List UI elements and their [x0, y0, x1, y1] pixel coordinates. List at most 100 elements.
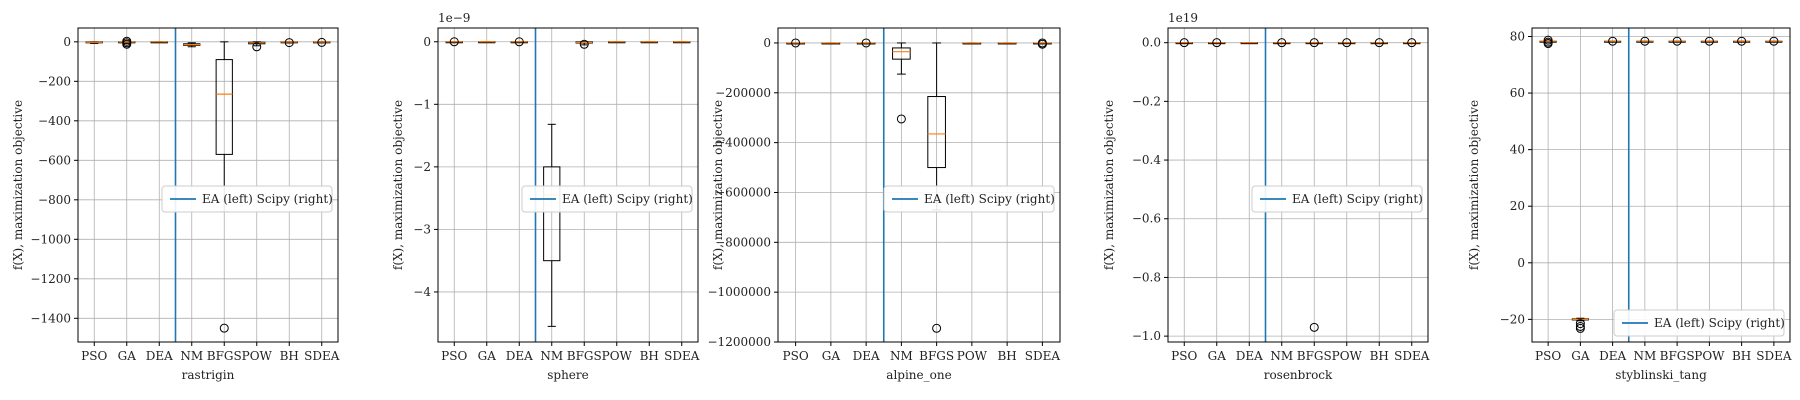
x-tick-label: NM — [890, 349, 913, 363]
x-tick-label: BH — [1732, 349, 1751, 363]
y-tick-label: 60 — [1510, 86, 1525, 100]
box-sdea — [1765, 36, 1783, 46]
y-tick-label: 0 — [423, 35, 431, 49]
outlier-point — [449, 37, 459, 47]
box-dea — [856, 38, 876, 48]
x-tick-label: GA — [118, 349, 137, 363]
y-tick-label: −800 — [38, 193, 71, 207]
y-tick-label: −400000 — [715, 136, 771, 150]
x-tick-label: SDEA — [1025, 349, 1061, 363]
box-bh — [1370, 38, 1388, 48]
box-dea — [1240, 42, 1258, 45]
outlier-point — [861, 38, 871, 48]
y-tick-label: −3 — [413, 222, 431, 236]
box-pso — [445, 37, 463, 47]
outlier-point — [1037, 39, 1047, 49]
x-tick-label: NM — [180, 349, 203, 363]
box-ga — [1208, 38, 1226, 48]
y-tick-label: 80 — [1510, 29, 1525, 43]
x-tick-label: POW — [242, 349, 273, 363]
y-axis-label: f(X), maximization objective — [1102, 100, 1116, 270]
y-tick-label: 20 — [1510, 199, 1525, 213]
x-tick-label: DEA — [1236, 349, 1263, 363]
x-axis-label: sphere — [547, 368, 589, 382]
y-tick-label: 0.0 — [1142, 36, 1161, 50]
box-nm — [1273, 38, 1291, 48]
x-tick-label: PSO — [1171, 349, 1197, 363]
y-tick-label: 0 — [63, 35, 71, 49]
x-tick-label: POW — [957, 349, 988, 363]
legend-box — [883, 185, 1055, 213]
y-tick-label: −200 — [38, 74, 71, 88]
box-bfgs — [1668, 36, 1686, 46]
x-tick-label: NM — [1270, 349, 1293, 363]
box-pso — [1539, 35, 1557, 49]
legend-box — [521, 185, 693, 213]
outlier-point — [1407, 38, 1417, 48]
y-tick-label: −1.0 — [1132, 329, 1161, 343]
outlier-point — [1640, 36, 1650, 46]
axis-offset-label: 1e−9 — [438, 11, 470, 25]
outlier-point — [896, 114, 906, 124]
x-axis-label: alpine_one — [886, 368, 951, 382]
outlier-point — [252, 42, 262, 52]
box-ga — [821, 42, 841, 45]
legend: EA (left) Scipy (right) — [1613, 309, 1785, 337]
y-tick-label: −1200 — [30, 272, 71, 286]
box-pow — [608, 41, 626, 44]
chart-panel-alpine-one: 0 −200000 −400000 −600000 −800000 −1000000 −12… — [708, 27, 1061, 382]
outlier-point — [1374, 38, 1384, 48]
box-sdea — [1403, 38, 1421, 48]
y-tick-label: −0.8 — [1132, 270, 1161, 284]
legend-box — [1613, 309, 1785, 337]
y-axis-label: f(X), maximization objective — [711, 100, 725, 270]
x-tick-label: DEA — [506, 349, 533, 363]
chart-panel-rastrigin: 0 −200 −400 −600 −800 −1000 −1200 −1400 PSO GA DEA… — [11, 27, 340, 382]
x-tick-label: NM — [1633, 349, 1656, 363]
x-axis-label: rastrigin — [182, 368, 235, 382]
outlier-point — [1543, 35, 1553, 45]
box-nm — [1636, 36, 1654, 46]
x-tick-label: POW — [1694, 349, 1725, 363]
y-tick-label: 40 — [1510, 143, 1525, 157]
x-tick-label: GA — [1208, 349, 1227, 363]
y-tick-label: −0.2 — [1132, 94, 1161, 108]
outlier-point — [1277, 38, 1287, 48]
x-tick-label: BH — [640, 349, 659, 363]
y-tick-label: −1200000 — [708, 335, 772, 349]
outlier-point — [284, 38, 294, 48]
x-tick-label: PSO — [81, 349, 107, 363]
legend: EA (left) Scipy (right) — [521, 185, 693, 213]
box-ga — [478, 41, 496, 44]
x-tick-label: BH — [280, 349, 299, 363]
legend: EA (left) Scipy (right) — [161, 185, 333, 213]
legend-box — [1251, 185, 1423, 213]
legend-label: EA (left) Scipy (right) — [924, 192, 1055, 206]
x-axis-label: rosenbrock — [1264, 368, 1333, 382]
box-pow — [248, 41, 266, 52]
x-tick-label: PSO — [441, 349, 467, 363]
y-tick-label: −600 — [38, 153, 71, 167]
outlier-point — [1309, 38, 1319, 48]
outlier-point — [122, 36, 132, 46]
y-tick-label: −1400 — [30, 311, 71, 325]
x-tick-label: DEA — [1599, 349, 1626, 363]
box-nm — [183, 42, 201, 48]
x-axis-label: styblinski_tang — [1615, 368, 1707, 382]
box-pow — [962, 42, 982, 45]
outlier-point — [1737, 36, 1747, 46]
x-tick-label: SDEA — [1756, 349, 1792, 363]
y-tick-label: −0.4 — [1132, 153, 1162, 167]
box-body — [215, 59, 233, 155]
outlier-point — [1575, 319, 1585, 329]
outlier-point — [317, 37, 327, 47]
box-ga — [118, 36, 136, 49]
axis-offset-label: 1e19 — [1168, 11, 1198, 25]
outlier-point — [514, 37, 524, 47]
box-body — [927, 96, 946, 169]
legend: EA (left) Scipy (right) — [883, 185, 1055, 213]
outlier-point — [1179, 38, 1189, 48]
y-tick-label: −2 — [413, 160, 431, 174]
x-tick-label: BFGS — [567, 349, 602, 363]
